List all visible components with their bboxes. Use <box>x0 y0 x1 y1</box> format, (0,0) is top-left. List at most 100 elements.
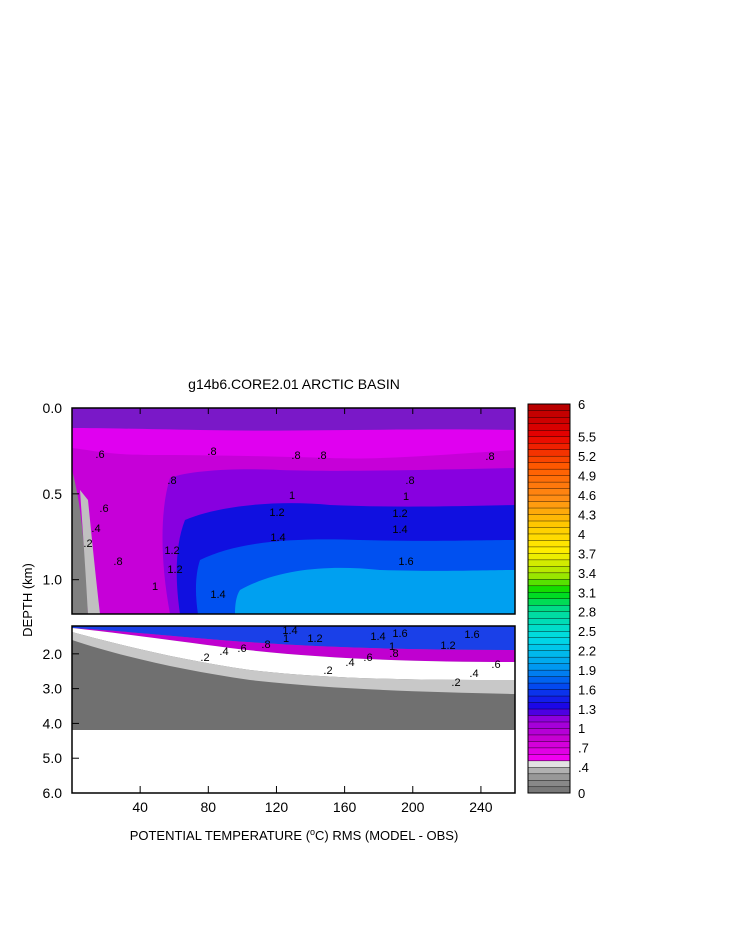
contour-label: 1 <box>289 490 295 502</box>
contour-label: 1.2 <box>269 507 284 519</box>
contour-label: 1.2 <box>307 633 322 645</box>
lower-field <box>72 626 515 793</box>
colorbar-band <box>527 689 571 697</box>
x-tick-label: 80 <box>201 799 217 815</box>
contour-label: .2 <box>83 538 92 550</box>
colorbar-band <box>527 715 571 723</box>
colorbar-band <box>527 475 571 483</box>
upper-band-top-streak <box>72 408 515 431</box>
upper-y-tick-label: 0.0 <box>43 400 63 416</box>
contour-label: .2 <box>200 652 209 664</box>
upper-y-ticks: 0.0 0.5 1.0 <box>43 400 79 588</box>
upper-band-left-gray <box>72 470 88 614</box>
colorbar-band <box>527 727 571 736</box>
upper-y-tick-label: 1.0 <box>43 572 63 588</box>
colorbar-band <box>527 630 571 638</box>
colorbar-label: 3.7 <box>578 546 596 561</box>
colorbar-band <box>527 559 571 567</box>
colorbar-label: 4 <box>578 527 585 542</box>
contour-label: 1.2 <box>440 640 455 652</box>
colorbar-label: 2.5 <box>578 624 596 639</box>
contour-label: .8 <box>291 450 300 462</box>
contour-label: .2 <box>451 677 460 689</box>
colorbar-band <box>527 747 571 755</box>
contour-label: .8 <box>207 446 216 458</box>
colorbar-band <box>527 520 571 528</box>
colorbar-band <box>527 766 571 775</box>
x-tick-label: 160 <box>333 799 357 815</box>
colorbar-label: 1.9 <box>578 663 596 678</box>
chart-title: g14b6.CORE2.01 ARCTIC BASIN <box>188 376 400 392</box>
colorbar-band <box>527 676 571 684</box>
colorbar-label: 6 <box>578 397 585 412</box>
lower-y-tick-label: 5.0 <box>43 750 63 766</box>
contour-label: 1.4 <box>210 589 225 601</box>
colorbar-label: 1.6 <box>578 682 596 697</box>
contour-label: 1.2 <box>167 564 182 576</box>
upper-y-tick-label: 0.5 <box>43 486 63 502</box>
lower-y-tick-label: 3.0 <box>43 681 63 697</box>
colorbar-frame <box>527 403 571 794</box>
colorbar-label: 4.9 <box>578 469 596 484</box>
colorbar-band <box>527 546 571 554</box>
colorbar-band <box>527 410 571 418</box>
colorbar-band <box>527 708 571 716</box>
colorbar-band <box>527 598 571 606</box>
contour-label: .8 <box>261 639 270 651</box>
contour-label: 1 <box>152 581 158 593</box>
lower-y-tick-label: 2.0 <box>43 646 63 662</box>
colorbar-band <box>527 591 571 599</box>
colorbar-band <box>527 494 571 502</box>
colorbar-label: 3.1 <box>578 585 596 600</box>
contour-label: .6 <box>99 503 108 515</box>
colorbar-band <box>527 507 571 515</box>
colorbar-band <box>527 637 571 645</box>
colorbar-label: 4.3 <box>578 508 596 523</box>
colorbar-band <box>527 423 571 431</box>
colorbar-band <box>527 734 571 742</box>
contour-label: .8 <box>167 475 176 487</box>
colorbar-band <box>527 773 571 781</box>
colorbar-band <box>527 462 571 470</box>
colorbar-band <box>527 488 571 496</box>
contour-labels: .6 .8 .8 .8 .8 .8 .8 1 1 1.2 1.2 1.2 1.4 1.4 1 .6 1.4 1.2… <box>83 446 500 689</box>
colorbar-band <box>527 449 571 457</box>
lower-band-lightgray <box>72 632 515 694</box>
lower-y-tick-label: 4.0 <box>43 715 63 731</box>
colorbar-band <box>527 650 571 658</box>
colorbar-band <box>527 585 571 593</box>
colorbar-label: 5.5 <box>578 430 596 445</box>
x-tick-label: 240 <box>469 799 493 815</box>
colorbar-label: 4.6 <box>578 488 596 503</box>
x-axis-label-sup: o <box>310 827 315 837</box>
upper-band-light-blue <box>235 567 515 614</box>
colorbar-label: 0 <box>578 786 585 801</box>
colorbar-label: 1 <box>578 721 585 736</box>
colorbar-band <box>527 604 571 612</box>
colorbar-band <box>527 682 571 690</box>
colorbar-band <box>527 565 571 574</box>
contour-label: 1.4 <box>392 524 407 536</box>
colorbar-band <box>527 669 571 677</box>
contour-label: .8 <box>405 475 414 487</box>
colorbar-band <box>527 695 571 703</box>
colorbar-band <box>527 702 571 710</box>
contour-label: .8 <box>113 556 122 568</box>
contour-label: 1 <box>389 641 395 653</box>
contour-label: .4 <box>345 657 354 669</box>
colorbar-band <box>527 481 571 489</box>
x-tick-label: 120 <box>265 799 289 815</box>
lower-band-white <box>72 628 515 680</box>
colorbar-band <box>527 436 571 444</box>
lower-empty-region <box>72 730 515 793</box>
contour-label: .6 <box>95 449 104 461</box>
x-axis-label-pre: POTENTIAL TEMPERATURE ( <box>130 828 311 843</box>
contour-label: 1.2 <box>164 545 179 557</box>
colorbar-band <box>527 514 571 522</box>
contour-label: 1.2 <box>392 508 407 520</box>
lower-band-blue <box>72 626 515 650</box>
contour-label: 1.4 <box>370 631 385 643</box>
colorbar-band <box>527 442 571 450</box>
x-axis-label-post: C) RMS (MODEL - OBS) <box>315 828 458 843</box>
colorbar-band <box>527 552 571 561</box>
